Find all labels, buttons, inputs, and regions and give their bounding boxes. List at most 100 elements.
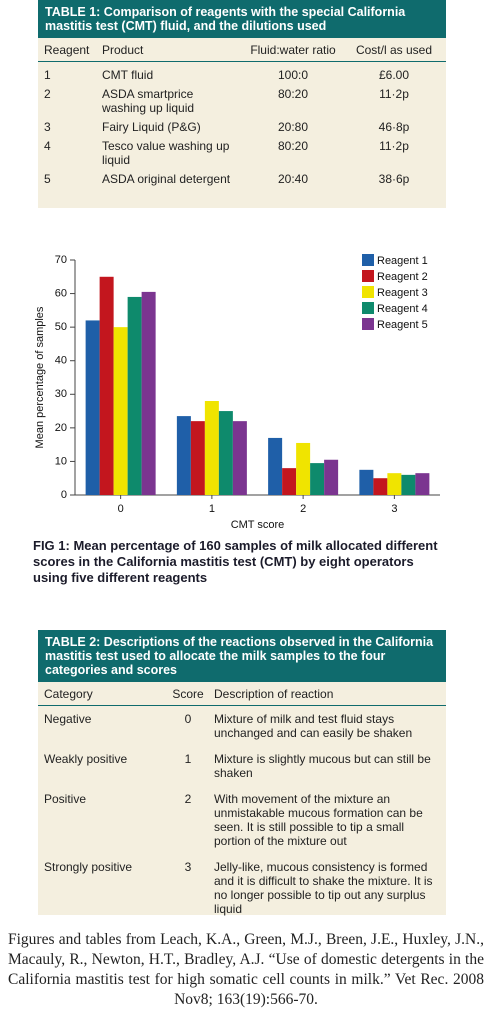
cell: Positive bbox=[44, 792, 87, 806]
legend-swatch bbox=[362, 302, 374, 314]
bar bbox=[415, 473, 430, 495]
column-header: Cost/l as used bbox=[355, 43, 433, 57]
cell: ASDA original detergent bbox=[102, 172, 231, 186]
bar bbox=[127, 296, 142, 495]
cell: Mixture of milk and test fluid stays unc… bbox=[214, 712, 413, 740]
bar bbox=[268, 437, 283, 495]
y-tick-label: 50 bbox=[55, 321, 67, 333]
cell: Tesco value washing up liquid bbox=[102, 139, 230, 167]
cell: £6.00 bbox=[378, 68, 410, 82]
table-row: Positive 2 With movement of the mixture an… bbox=[38, 786, 446, 854]
table-1: TABLE 1: Comparison of reagents with the… bbox=[38, 0, 446, 208]
cell: 3 bbox=[184, 860, 192, 874]
legend-label: Reagent 1 bbox=[377, 255, 428, 267]
table-row: 3 Fairy Liquid (P&G) 20:80 46·8p bbox=[38, 118, 446, 137]
table-title: TABLE 2: Descriptions of the reactions o… bbox=[38, 630, 446, 682]
cell: 3 bbox=[44, 120, 51, 134]
table-body: 1 CMT fluid 100:0 £6.00 2 ASDA smartprice was… bbox=[38, 62, 446, 197]
bar bbox=[232, 421, 247, 495]
cell: 20:40 bbox=[277, 172, 309, 186]
x-tick-label: 3 bbox=[391, 503, 397, 515]
bar bbox=[324, 459, 339, 495]
bar bbox=[373, 478, 388, 495]
column-header: Product bbox=[102, 43, 144, 57]
table-row: 4 Tesco value washing up liquid 80:20 11·2p bbox=[38, 137, 446, 170]
header-row: Category Score Description of reaction bbox=[38, 682, 446, 706]
y-axis-label: Mean percentage of samples bbox=[34, 306, 46, 448]
cell: 80:20 bbox=[277, 87, 309, 101]
cell: 4 bbox=[44, 139, 51, 153]
bar bbox=[190, 421, 205, 495]
bar bbox=[401, 474, 416, 495]
cell: Mixture is slightly mucous but can still… bbox=[214, 752, 431, 780]
bar bbox=[204, 401, 219, 495]
y-tick-label: 70 bbox=[55, 254, 67, 266]
cell: Weakly positive bbox=[44, 752, 128, 766]
cell: CMT fluid bbox=[102, 68, 154, 82]
bar bbox=[141, 291, 156, 495]
cell: Negative bbox=[44, 712, 92, 726]
x-axis-label: CMT score bbox=[231, 519, 285, 530]
x-tick-label: 2 bbox=[300, 503, 306, 515]
cell: 20:80 bbox=[277, 120, 309, 134]
y-tick-label: 0 bbox=[61, 489, 67, 501]
bar bbox=[282, 468, 297, 495]
legend-swatch bbox=[362, 286, 374, 298]
cell: 2 bbox=[44, 87, 51, 101]
cell: Strongly positive bbox=[44, 860, 133, 874]
table-row: Negative 0 Mixture of milk and test fluid … bbox=[38, 706, 446, 746]
x-tick-label: 0 bbox=[118, 503, 124, 515]
y-tick-label: 30 bbox=[55, 388, 67, 400]
cell: Jelly-like, mucous consistency is formed… bbox=[214, 860, 433, 916]
cell: 80:20 bbox=[277, 139, 309, 153]
column-header: Fluid:water ratio bbox=[250, 43, 336, 57]
legend-label: Reagent 4 bbox=[377, 303, 428, 315]
cell: With movement of the mixture an unmistak… bbox=[214, 792, 423, 848]
legend-label: Reagent 5 bbox=[377, 319, 428, 331]
legend-swatch bbox=[362, 270, 374, 282]
cell: 46·8p bbox=[378, 120, 410, 134]
cell: 1 bbox=[44, 68, 51, 82]
y-tick-label: 40 bbox=[55, 355, 67, 367]
column-header: Category bbox=[44, 687, 93, 701]
cell: 2 bbox=[184, 792, 192, 806]
bar bbox=[359, 469, 374, 495]
column-header: Description of reaction bbox=[214, 687, 334, 701]
citation: Figures and tables from Leach, K.A., Gre… bbox=[8, 931, 484, 1008]
y-tick-label: 10 bbox=[55, 455, 67, 467]
legend-swatch bbox=[362, 254, 374, 266]
table-row: 5 ASDA original detergent 20:40 38·6p bbox=[38, 170, 446, 189]
legend-swatch bbox=[362, 318, 374, 330]
table-row: 2 ASDA smartprice washing up liquid 80:20 1… bbox=[38, 85, 446, 118]
x-tick-label: 1 bbox=[209, 503, 215, 515]
table-row: Weakly positive 1 Mixture is slightly muco… bbox=[38, 746, 446, 786]
y-tick-label: 60 bbox=[55, 287, 67, 299]
table-row: Strongly positive 3 Jelly-like, mucous con… bbox=[38, 854, 446, 922]
table-2: TABLE 2: Descriptions of the reactions o… bbox=[38, 630, 446, 916]
bar bbox=[99, 276, 114, 495]
bar bbox=[113, 327, 128, 495]
bar bbox=[218, 411, 233, 495]
cell: 11·2p bbox=[379, 87, 409, 101]
cell: 38·6p bbox=[378, 172, 410, 186]
cell: 1 bbox=[184, 752, 192, 766]
cell: Fairy Liquid (P&G) bbox=[102, 120, 201, 134]
table-title: TABLE 1: Comparison of reagents with the… bbox=[38, 0, 446, 38]
cell: 11·2p bbox=[379, 139, 409, 153]
bar bbox=[310, 463, 325, 495]
cell: 0 bbox=[184, 712, 192, 726]
table-body: Negative 0 Mixture of milk and test fluid … bbox=[38, 706, 446, 922]
header-row: Reagent Product Fluid:water ratio Cost/l as… bbox=[38, 38, 446, 62]
legend-label: Reagent 3 bbox=[377, 287, 428, 299]
column-header: Reagent bbox=[44, 43, 90, 57]
cell: 5 bbox=[44, 172, 51, 186]
y-tick-label: 20 bbox=[55, 422, 67, 434]
cell: 100:0 bbox=[277, 68, 309, 82]
bar bbox=[176, 416, 191, 495]
legend-label: Reagent 2 bbox=[377, 271, 428, 283]
bar bbox=[296, 442, 311, 495]
bar bbox=[85, 320, 100, 495]
figure-caption: FIG 1: Mean percentage of 160 samples of… bbox=[33, 538, 438, 585]
column-header: Score bbox=[172, 687, 204, 701]
